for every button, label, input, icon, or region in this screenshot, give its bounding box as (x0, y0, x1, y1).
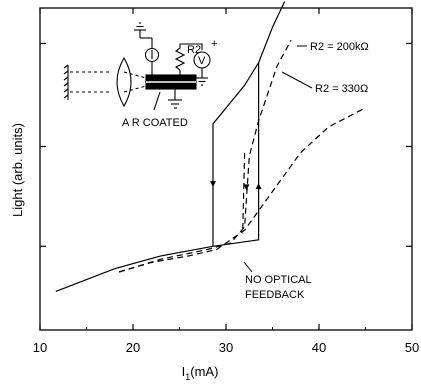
inset-plus-label: + (211, 38, 217, 50)
label-r2-200k: R2 = 200kΩ (310, 41, 369, 53)
inset-beam-bottom-2 (123, 85, 147, 93)
axis-ticks (39, 8, 413, 330)
inset-lens (116, 56, 132, 108)
series-line-1 (118, 39, 292, 273)
y-axis-title: Light (arb. units) (10, 123, 25, 217)
series-return-0 (212, 62, 260, 247)
direction-arrows (209, 181, 262, 191)
leader-no-feedback (243, 261, 253, 273)
series-return-1 (242, 152, 246, 234)
label-no-feedback-2: FEEDBACK (245, 289, 305, 301)
label-r2-330: R2 = 330Ω (315, 83, 368, 95)
arrow-330-down (243, 184, 250, 191)
x-tick-labels: 10 20 30 40 50 (33, 340, 419, 355)
x-tick-label: 20 (126, 340, 140, 355)
arrow-200k-up (255, 183, 262, 190)
inset-schematic (63, 22, 211, 111)
leader-r2-330 (281, 71, 313, 89)
inset-mirror-hatch (63, 64, 69, 99)
label-no-feedback-1: NO OPTICAL (245, 274, 312, 286)
series-line-2 (118, 107, 366, 273)
plot-frame (39, 7, 413, 331)
x-tick-label: 40 (312, 340, 326, 355)
inset-ar-coated-label: A R COATED (122, 117, 188, 129)
arrow-200k-down (209, 181, 216, 188)
series-group (55, 1, 366, 292)
inset-v-label: V (198, 55, 206, 67)
x-tick-label: 30 (219, 340, 233, 355)
inset-r2-label: R2 (187, 44, 201, 56)
inset-beam-top-2 (123, 71, 147, 79)
series-line-0 (55, 1, 286, 292)
x-tick-label: 50 (405, 340, 419, 355)
x-tick-label: 10 (33, 340, 47, 355)
inset-ar-leader (153, 91, 161, 111)
inset-r2-resistor (174, 43, 203, 71)
x-axis-title: I1(mA) (182, 364, 219, 382)
